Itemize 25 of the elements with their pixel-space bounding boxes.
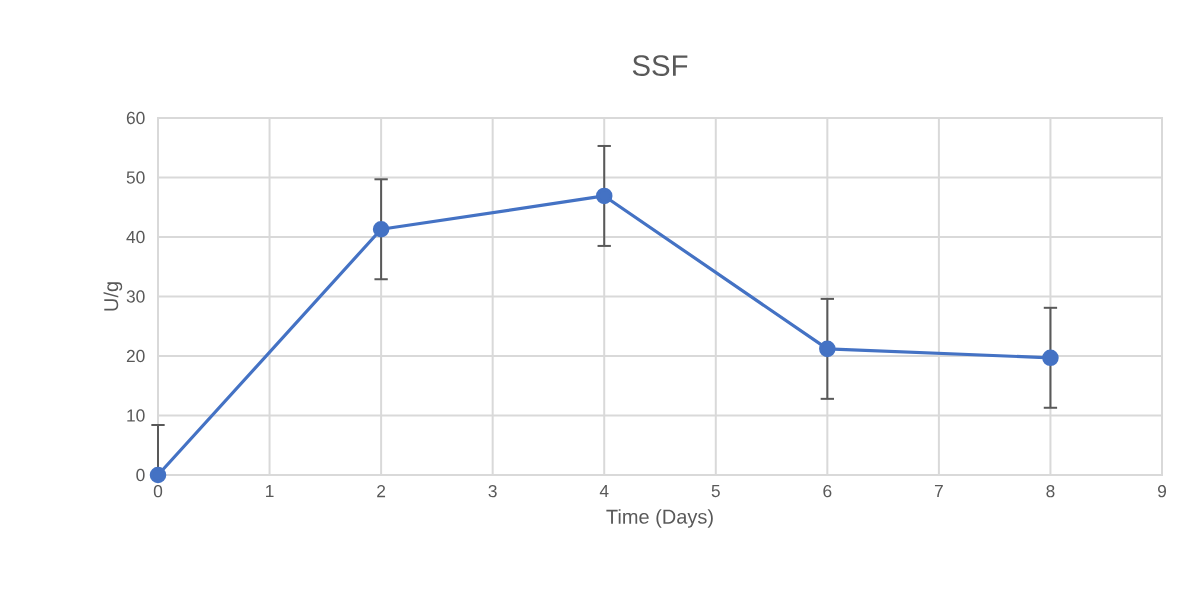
y-tick-label: 20 — [126, 349, 145, 363]
y-tick-label: 30 — [126, 290, 145, 303]
x-tick-label: 1 — [266, 485, 274, 497]
point — [1042, 349, 1059, 367]
y-tick-label: 40 — [126, 230, 145, 244]
x-tick-label: 7 — [934, 485, 943, 497]
x-tick-label: 3 — [488, 485, 497, 498]
x-tick-label: 2 — [377, 485, 386, 498]
x-tick-label: 0 — [153, 485, 163, 498]
point — [819, 340, 836, 358]
chart-title: SSF — [632, 55, 688, 76]
point — [372, 221, 390, 238]
point — [149, 466, 167, 484]
y-tick-label: 10 — [127, 409, 145, 422]
y-tick-label: 60 — [126, 111, 145, 125]
x-tick-label: 9 — [1157, 485, 1166, 498]
x-tick-label: 5 — [711, 485, 720, 498]
y-axis-title: U/g — [103, 282, 123, 311]
x-axis-title: Time (Days) — [606, 509, 713, 528]
y-tick-label: 0 — [136, 468, 145, 482]
x-tick-label: 4 — [599, 485, 609, 497]
y-tick-label: 50 — [126, 171, 145, 184]
x-tick-label: 6 — [823, 485, 832, 498]
x-tick-label: 8 — [1046, 485, 1055, 498]
point — [595, 187, 613, 205]
